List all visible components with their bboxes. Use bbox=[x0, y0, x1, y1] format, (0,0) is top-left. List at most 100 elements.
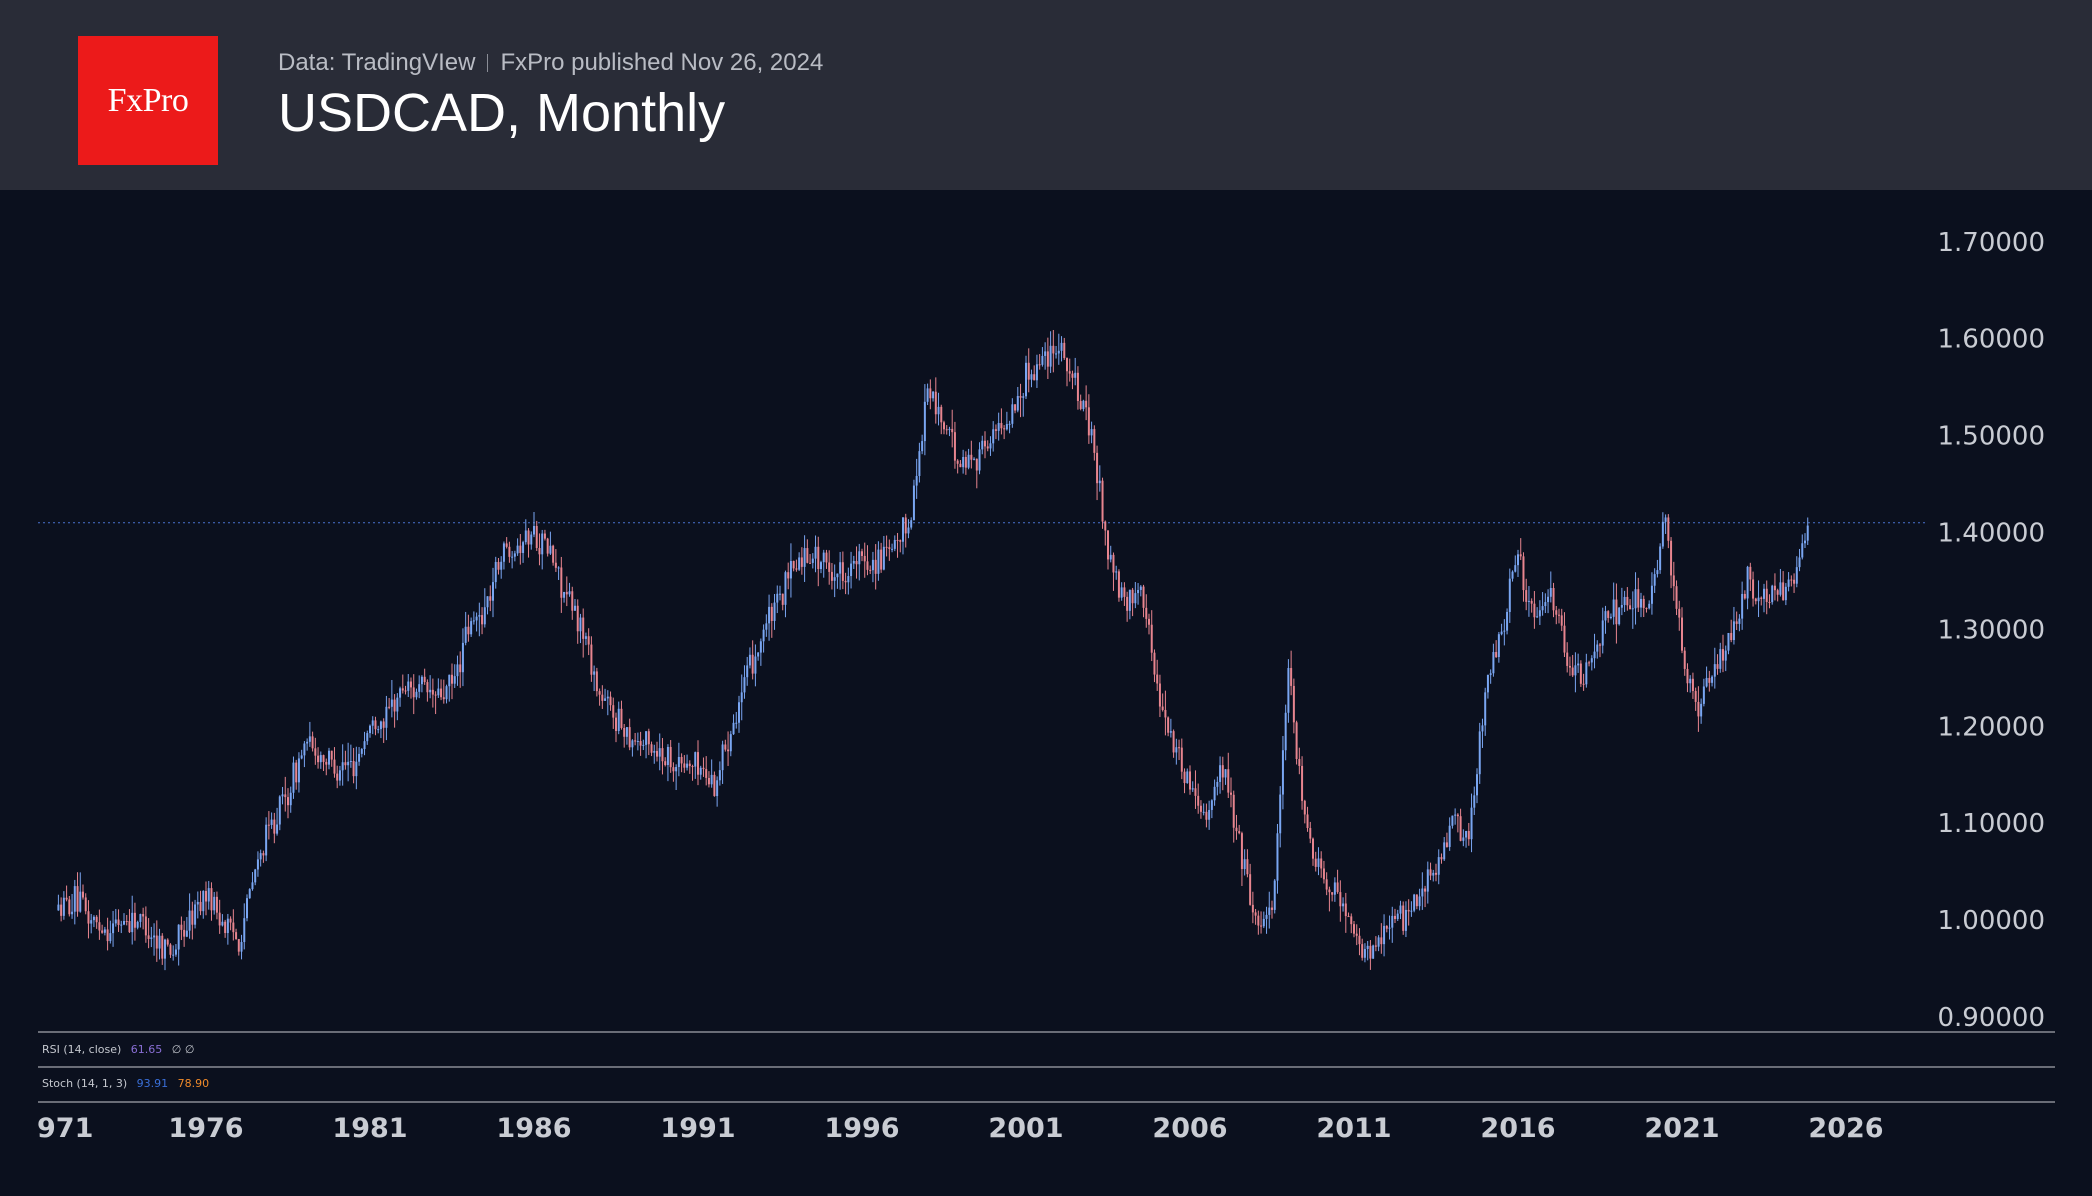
candle bbox=[653, 744, 656, 764]
candle bbox=[1544, 593, 1547, 614]
candle bbox=[882, 535, 885, 571]
candle bbox=[959, 460, 962, 468]
candle bbox=[560, 556, 563, 613]
candle bbox=[1164, 690, 1167, 736]
candle bbox=[125, 914, 128, 926]
candle bbox=[844, 572, 847, 595]
candle bbox=[697, 740, 699, 786]
candle bbox=[497, 558, 500, 575]
candle bbox=[951, 409, 954, 448]
candle bbox=[1134, 582, 1137, 609]
candle bbox=[1150, 610, 1153, 662]
candle bbox=[1481, 718, 1484, 748]
candle bbox=[347, 742, 350, 782]
candle bbox=[287, 788, 289, 819]
candle bbox=[1172, 729, 1175, 758]
candle bbox=[1596, 640, 1599, 659]
candle bbox=[371, 716, 374, 735]
candle bbox=[948, 426, 951, 437]
candle bbox=[1372, 944, 1375, 960]
candle bbox=[336, 765, 339, 789]
candle bbox=[1063, 337, 1066, 360]
candle bbox=[360, 748, 363, 758]
candle bbox=[1030, 369, 1033, 388]
candle bbox=[1399, 900, 1402, 920]
candle bbox=[631, 739, 634, 757]
candle bbox=[984, 431, 986, 459]
candle bbox=[114, 908, 117, 927]
candle bbox=[431, 678, 434, 708]
candle bbox=[1724, 645, 1727, 672]
candle bbox=[576, 599, 579, 644]
candle bbox=[1186, 768, 1189, 784]
candle bbox=[246, 894, 248, 922]
candle bbox=[1804, 533, 1806, 548]
candle bbox=[410, 677, 412, 699]
candle bbox=[1033, 365, 1036, 381]
candle bbox=[117, 909, 120, 932]
candle bbox=[1314, 851, 1317, 872]
candle bbox=[1629, 599, 1632, 610]
candle bbox=[1681, 607, 1683, 654]
candle bbox=[833, 564, 836, 598]
candle bbox=[992, 421, 995, 452]
candle bbox=[1626, 587, 1629, 611]
candle bbox=[1123, 582, 1126, 606]
candle bbox=[858, 543, 861, 581]
candle bbox=[828, 550, 831, 585]
candle bbox=[713, 771, 716, 797]
candle bbox=[1787, 572, 1790, 592]
candle bbox=[907, 519, 910, 539]
candle bbox=[374, 716, 377, 736]
candle bbox=[932, 391, 935, 402]
candle bbox=[1418, 888, 1421, 911]
rsi-pane-legend: RSI (14, close) 61.65 ∅ ∅ bbox=[42, 1043, 194, 1056]
candle bbox=[1347, 912, 1350, 918]
candle bbox=[1443, 837, 1446, 861]
candle bbox=[1440, 853, 1443, 864]
candle bbox=[1115, 565, 1118, 580]
candle bbox=[254, 868, 257, 886]
candle bbox=[1353, 921, 1355, 938]
candle bbox=[1145, 594, 1148, 628]
candle bbox=[1158, 674, 1161, 718]
candle bbox=[106, 917, 109, 951]
candle bbox=[1025, 355, 1027, 399]
candle bbox=[308, 721, 311, 747]
candle bbox=[1322, 860, 1325, 884]
candle bbox=[770, 603, 773, 638]
candle bbox=[885, 535, 888, 557]
candle bbox=[738, 695, 740, 733]
candle bbox=[423, 668, 426, 685]
stoch-k-value: 93.91 bbox=[137, 1077, 169, 1090]
candle bbox=[1363, 943, 1366, 963]
candle bbox=[729, 730, 732, 757]
pane-dividers bbox=[38, 1031, 2055, 1103]
candle bbox=[1588, 660, 1591, 667]
rsi-value: 61.65 bbox=[131, 1043, 163, 1056]
candle bbox=[820, 560, 822, 574]
candle bbox=[1465, 830, 1468, 848]
candle bbox=[1571, 654, 1574, 678]
candle bbox=[1558, 608, 1560, 624]
candle bbox=[1741, 581, 1744, 630]
candle bbox=[60, 897, 63, 922]
candle bbox=[158, 928, 161, 960]
candle bbox=[437, 678, 440, 699]
candle bbox=[459, 651, 462, 688]
candle bbox=[527, 528, 530, 558]
candle bbox=[207, 880, 210, 910]
candle bbox=[1090, 421, 1093, 444]
candle bbox=[863, 542, 866, 578]
candle bbox=[683, 755, 686, 773]
candle bbox=[314, 737, 317, 765]
candle bbox=[1224, 769, 1227, 785]
candle bbox=[464, 611, 467, 646]
candle bbox=[1511, 570, 1514, 582]
candle bbox=[918, 442, 921, 483]
candle bbox=[1167, 716, 1170, 737]
candle bbox=[699, 765, 702, 780]
candle bbox=[481, 607, 484, 635]
candle bbox=[1219, 756, 1222, 794]
